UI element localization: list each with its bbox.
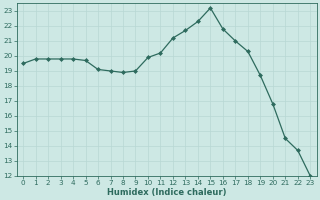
X-axis label: Humidex (Indice chaleur): Humidex (Indice chaleur) <box>107 188 227 197</box>
